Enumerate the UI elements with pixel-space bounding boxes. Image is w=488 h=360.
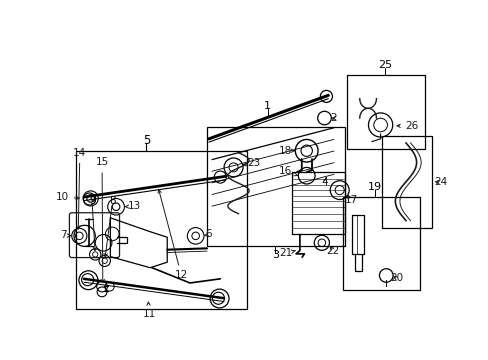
Bar (76, 151, 246, 309)
Text: 14: 14 (73, 148, 86, 229)
Text: 15: 15 (95, 157, 108, 283)
Text: 5: 5 (142, 134, 150, 147)
Bar (343, 197, 420, 290)
Text: 22: 22 (326, 246, 339, 256)
Text: 7: 7 (61, 230, 71, 240)
Text: 21: 21 (279, 248, 295, 258)
Text: 25: 25 (377, 60, 391, 70)
Text: 2: 2 (329, 113, 336, 123)
Bar (206, 127, 345, 246)
Bar (382, 136, 431, 228)
Bar (346, 75, 424, 149)
Text: 4: 4 (321, 177, 328, 187)
Text: 8: 8 (109, 195, 115, 206)
Text: 19: 19 (367, 182, 381, 192)
Text: 11: 11 (142, 302, 155, 319)
Text: 23: 23 (243, 158, 260, 168)
Text: 17: 17 (344, 195, 357, 205)
Text: 20: 20 (389, 273, 403, 283)
Text: 12: 12 (158, 190, 188, 280)
Text: 6: 6 (204, 229, 211, 239)
Text: 1: 1 (264, 102, 271, 111)
Text: 26: 26 (396, 121, 418, 131)
Text: 13: 13 (124, 201, 141, 211)
Text: 10: 10 (56, 192, 79, 202)
Text: 3: 3 (271, 250, 278, 260)
Text: 16: 16 (279, 166, 297, 176)
Text: 24: 24 (433, 177, 447, 187)
Text: 9: 9 (89, 196, 95, 206)
Text: 18: 18 (279, 146, 294, 156)
